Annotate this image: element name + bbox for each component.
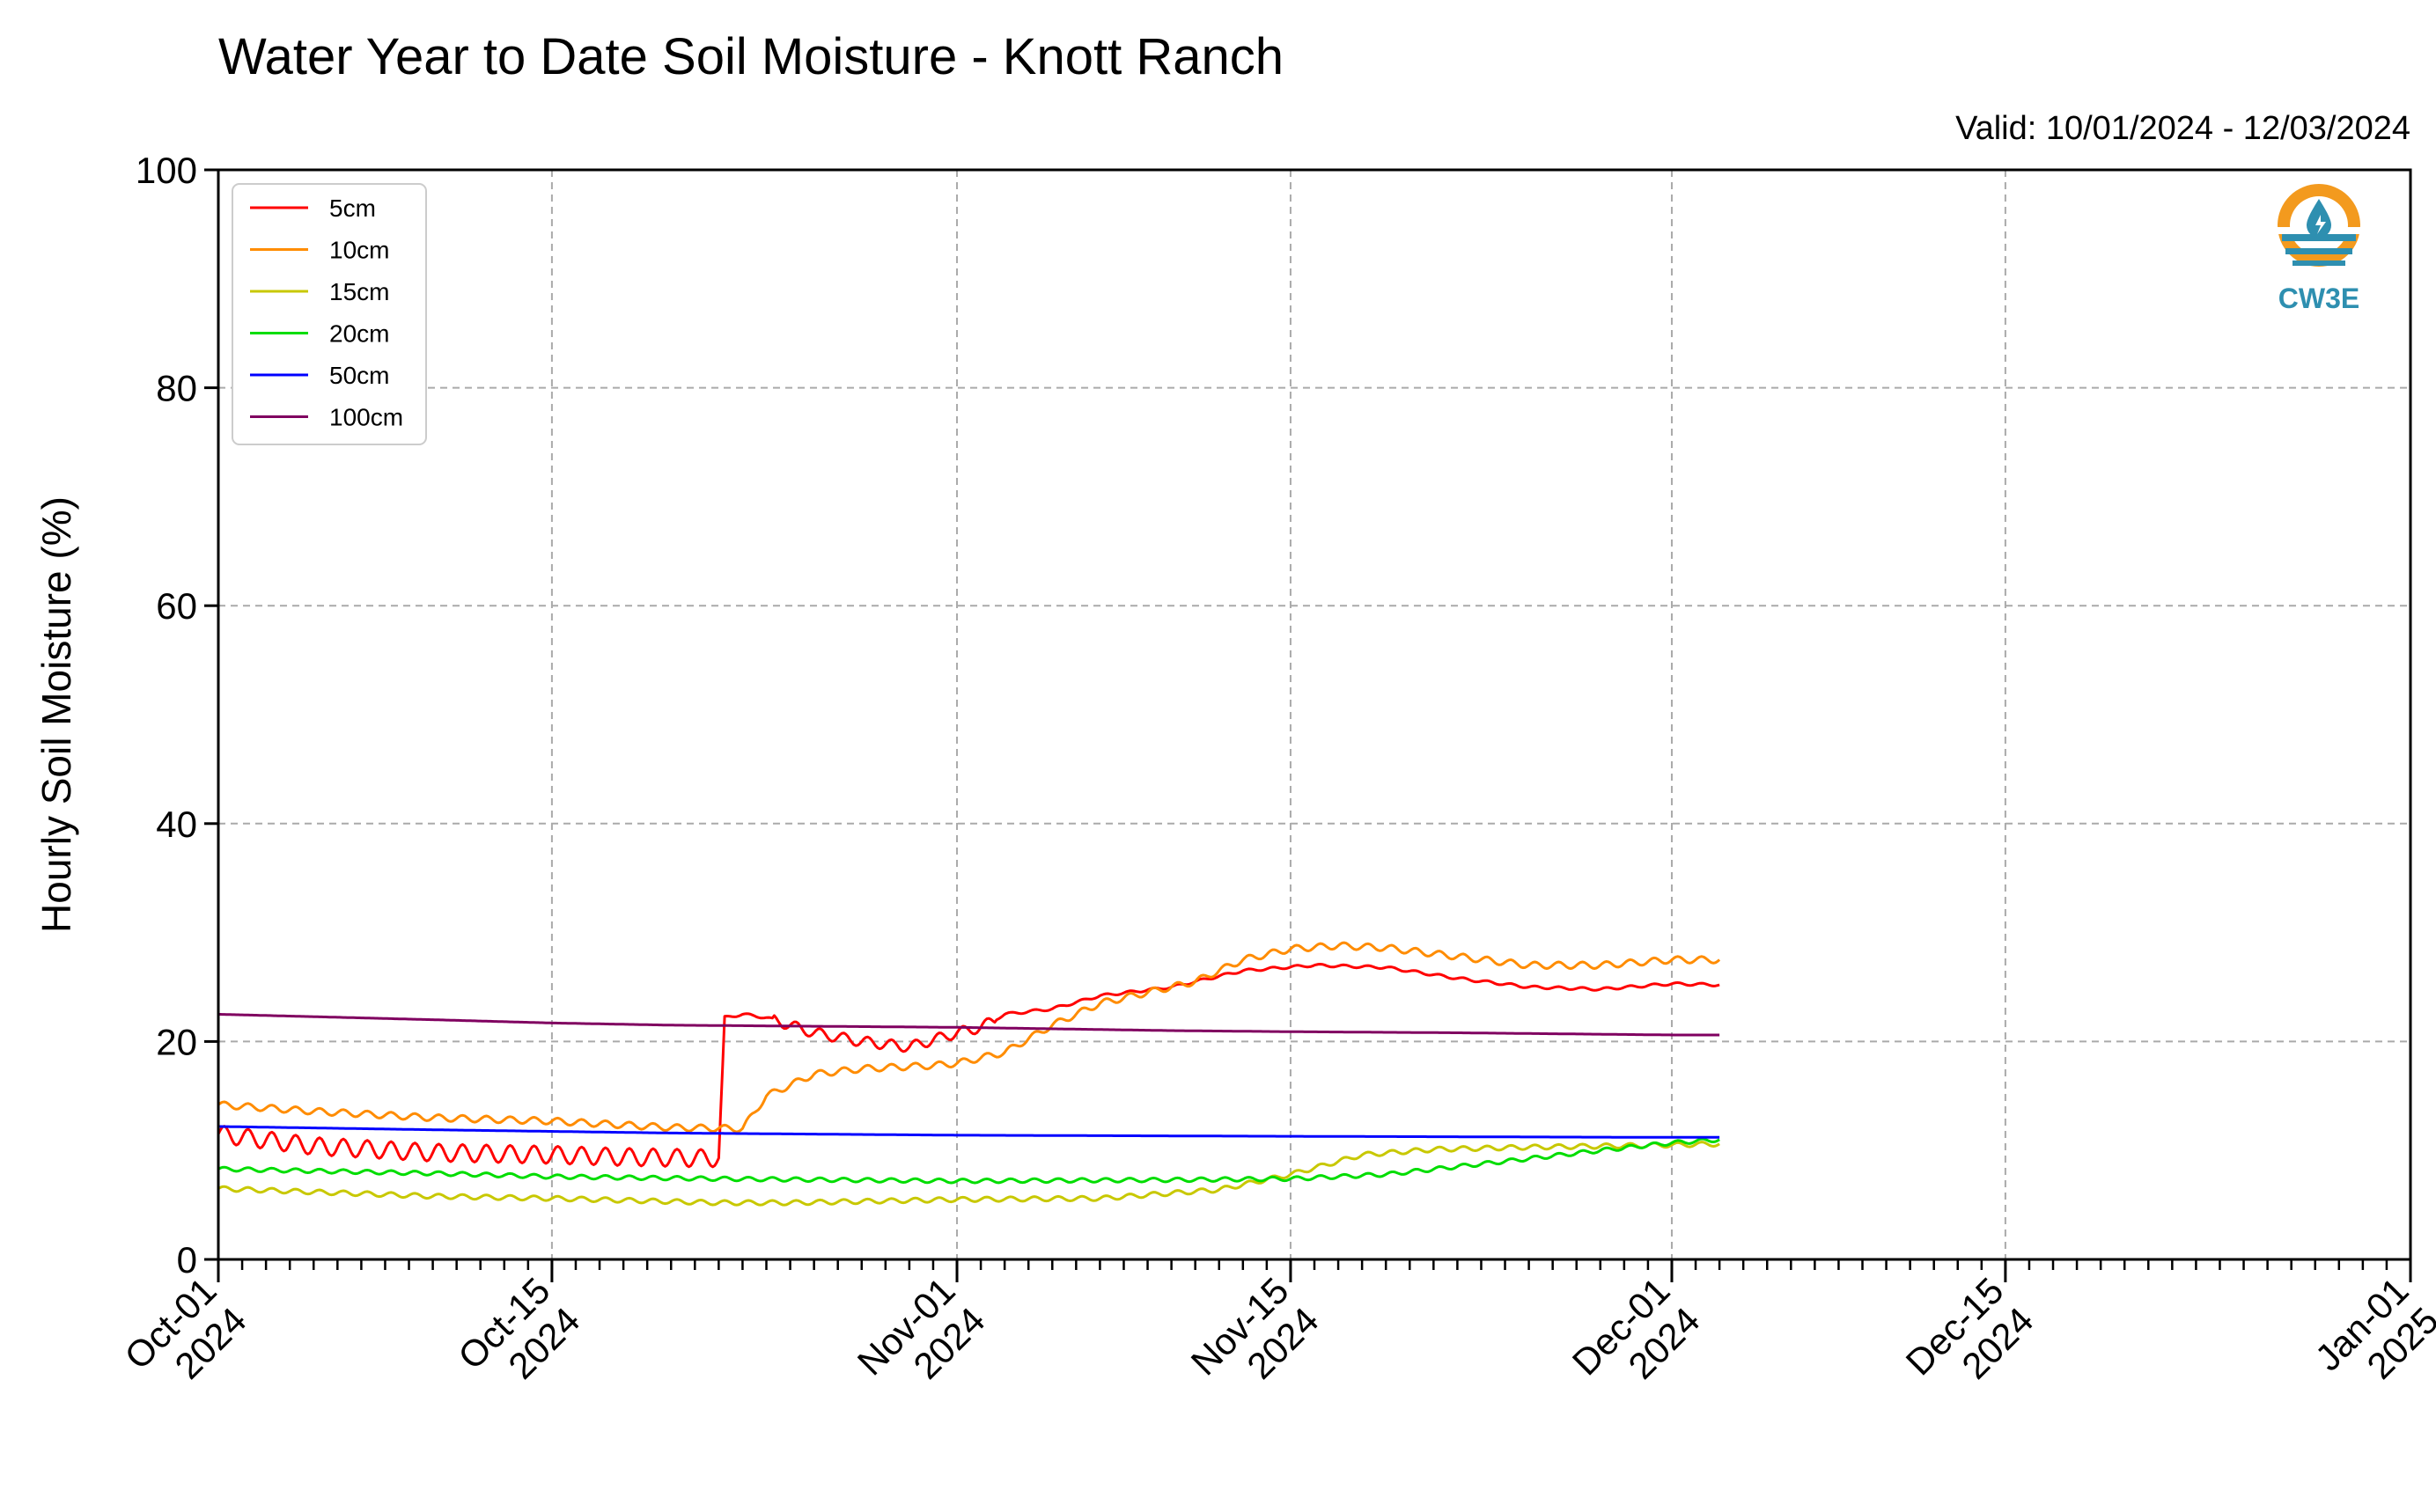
series-line-20cm xyxy=(217,1137,1720,1185)
legend-label: 5cm xyxy=(329,195,376,222)
legend-label: 100cm xyxy=(329,404,403,431)
series-line-5cm xyxy=(217,963,1720,1169)
cw3e-logo: CW3E xyxy=(2275,184,2363,314)
y-tick-label: 20 xyxy=(156,1021,197,1062)
water-drop-logo-icon xyxy=(2275,184,2363,267)
series-line-100cm xyxy=(218,1013,1720,1037)
series-line-10cm xyxy=(217,941,1721,1134)
y-axis-label: Hourly Soil Moisture (%) xyxy=(33,496,79,933)
y-tick-label: 40 xyxy=(156,804,197,845)
chart-title: Water Year to Date Soil Moisture - Knott… xyxy=(218,28,1284,85)
logo-text: CW3E xyxy=(2278,283,2359,314)
y-tick-label: 0 xyxy=(177,1239,197,1281)
y-tick-label: 100 xyxy=(136,150,197,191)
y-tick-label: 60 xyxy=(156,585,197,627)
legend-label: 50cm xyxy=(329,362,389,389)
chart-subtitle: Valid: 10/01/2024 - 12/03/2024 xyxy=(1955,110,2410,147)
legend-label: 20cm xyxy=(329,320,389,348)
legend-label: 10cm xyxy=(329,237,389,264)
y-axis: 0 20 40 60 80 100 xyxy=(136,150,218,1281)
series-line-15cm xyxy=(217,1141,1720,1207)
series-lines xyxy=(217,941,1721,1207)
y-tick-label: 80 xyxy=(156,368,197,409)
legend-label: 15cm xyxy=(329,278,389,305)
legend: 5cm 10cm 15cm 20cm 50cm 100cm xyxy=(232,183,427,445)
series-line-50cm xyxy=(218,1125,1720,1139)
